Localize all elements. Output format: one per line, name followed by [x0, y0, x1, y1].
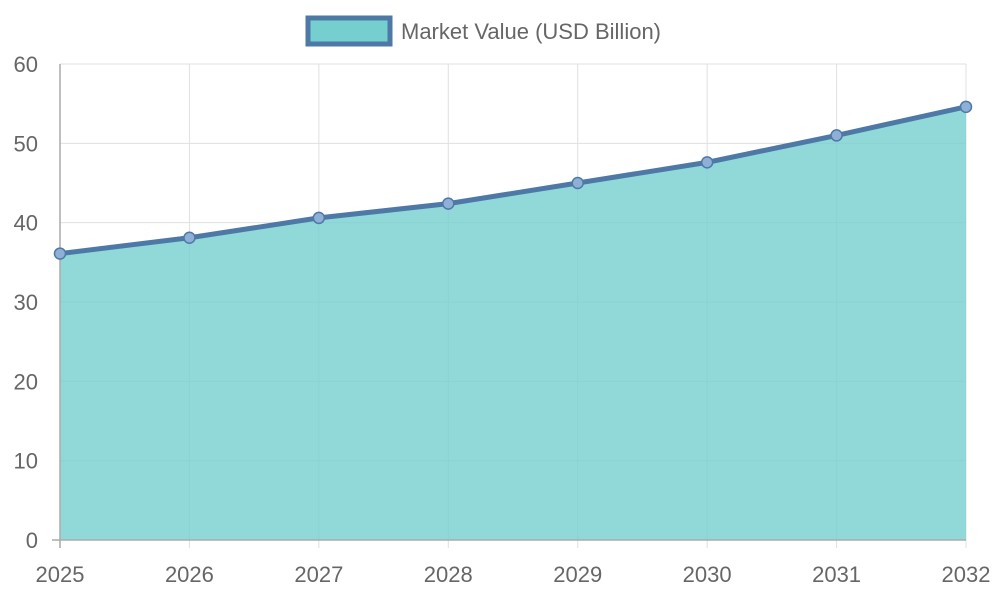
x-axis-ticks: 2025 2026 2027 2028 2029 2030 2031 2032 — [36, 562, 991, 587]
data-point — [830, 129, 843, 142]
series-area — [60, 106, 966, 540]
data-point — [442, 197, 455, 210]
x-tick-label: 2026 — [165, 562, 214, 587]
data-point — [183, 231, 196, 244]
x-tick-label: 2029 — [553, 562, 602, 587]
data-points — [53, 100, 973, 260]
data-point — [312, 211, 326, 225]
legend-swatch — [305, 15, 393, 47]
y-tick-label: 50 — [14, 131, 38, 156]
y-tick-label: 30 — [14, 290, 38, 315]
line-layer — [57, 104, 969, 257]
data-point — [53, 247, 67, 260]
x-tick-label: 2028 — [424, 562, 473, 587]
data-point — [571, 176, 584, 190]
axes — [52, 64, 966, 548]
legend-label: Market Value (USD Billion) — [401, 19, 661, 44]
y-tick-label: 10 — [14, 449, 38, 474]
x-tick-label: 2031 — [812, 562, 861, 587]
y-axis-ticks: 0 10 20 30 40 50 60 — [14, 52, 38, 553]
x-tick-label: 2030 — [683, 562, 732, 587]
y-tick-label: 0 — [26, 528, 38, 553]
x-tick-label: 2032 — [942, 562, 991, 587]
data-point — [959, 100, 973, 114]
series-line — [57, 104, 969, 257]
y-tick-label: 60 — [14, 52, 38, 77]
y-tick-label: 20 — [14, 369, 38, 394]
legend: Market Value (USD Billion) — [305, 15, 661, 47]
data-point — [700, 156, 714, 169]
area-layer — [60, 106, 966, 540]
x-tick-label: 2027 — [294, 562, 343, 587]
y-tick-label: 40 — [14, 211, 38, 236]
x-tick-label: 2025 — [36, 562, 85, 587]
